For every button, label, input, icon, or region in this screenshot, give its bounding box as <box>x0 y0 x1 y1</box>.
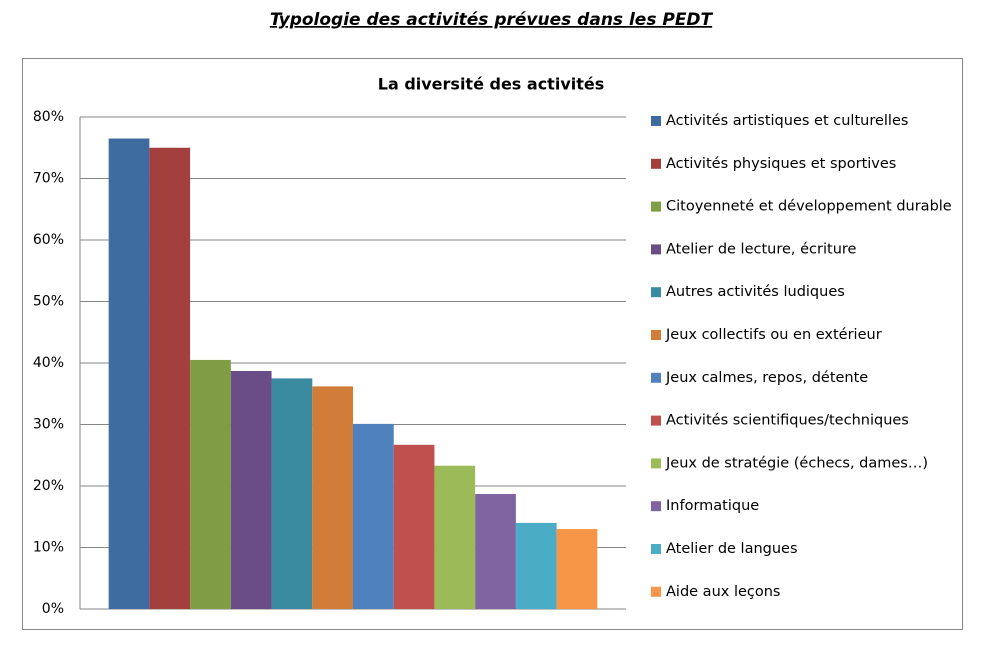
legend-label: Activités physiques et sportives <box>666 156 896 172</box>
legend-swatch <box>651 330 661 340</box>
legend-label: Aide aux leçons <box>666 584 781 600</box>
y-tick-label: 60% <box>33 232 64 248</box>
bar <box>271 378 313 609</box>
legend-label: Activités scientifiques/techniques <box>666 413 909 429</box>
bar <box>434 465 476 609</box>
y-tick-label: 10% <box>33 540 64 556</box>
legend-label: Activités artistiques et culturelles <box>666 113 908 129</box>
page-title: Typologie des activités prévues dans les… <box>270 10 714 30</box>
legend-label: Citoyenneté et développement durable <box>666 199 952 215</box>
y-tick-label: 50% <box>33 294 64 310</box>
bar <box>393 444 435 609</box>
legend-label: Jeux de stratégie (échecs, dames…) <box>665 455 928 471</box>
legend-swatch <box>651 116 661 126</box>
legend-swatch <box>651 372 661 383</box>
legend-swatch <box>651 158 661 169</box>
legend-label: Atelier de lecture, écriture <box>666 241 857 257</box>
bar <box>475 493 516 609</box>
bar <box>556 529 598 609</box>
y-tick-label: 0% <box>42 601 64 617</box>
bar <box>190 359 231 609</box>
bar <box>515 522 557 609</box>
legend-swatch <box>651 201 661 212</box>
bar <box>230 370 272 609</box>
legend-label: Jeux calmes, repos, détente <box>665 370 868 386</box>
bar <box>149 147 191 609</box>
y-tick-label: 40% <box>33 355 64 371</box>
legend-swatch <box>651 544 661 554</box>
bar <box>312 386 353 609</box>
y-tick-label: 70% <box>33 171 64 187</box>
bar <box>108 138 150 609</box>
legend-swatch <box>651 586 661 597</box>
y-tick-label: 80% <box>33 109 64 125</box>
legend-swatch <box>651 501 661 512</box>
legend-label: Jeux collectifs ou en extérieur <box>665 327 882 343</box>
chart-title: La diversité des activités <box>378 75 605 94</box>
legend-swatch <box>651 458 661 469</box>
legend-swatch <box>651 287 661 298</box>
y-tick-label: 20% <box>33 478 64 494</box>
legend-swatch <box>651 244 661 255</box>
legend-label: Atelier de langues <box>666 541 798 557</box>
legend-label: Autres activités ludiques <box>666 284 845 300</box>
y-tick-label: 30% <box>33 417 64 433</box>
legend-label: Informatique <box>666 498 759 514</box>
bar <box>353 423 394 609</box>
legend-swatch <box>651 415 661 426</box>
